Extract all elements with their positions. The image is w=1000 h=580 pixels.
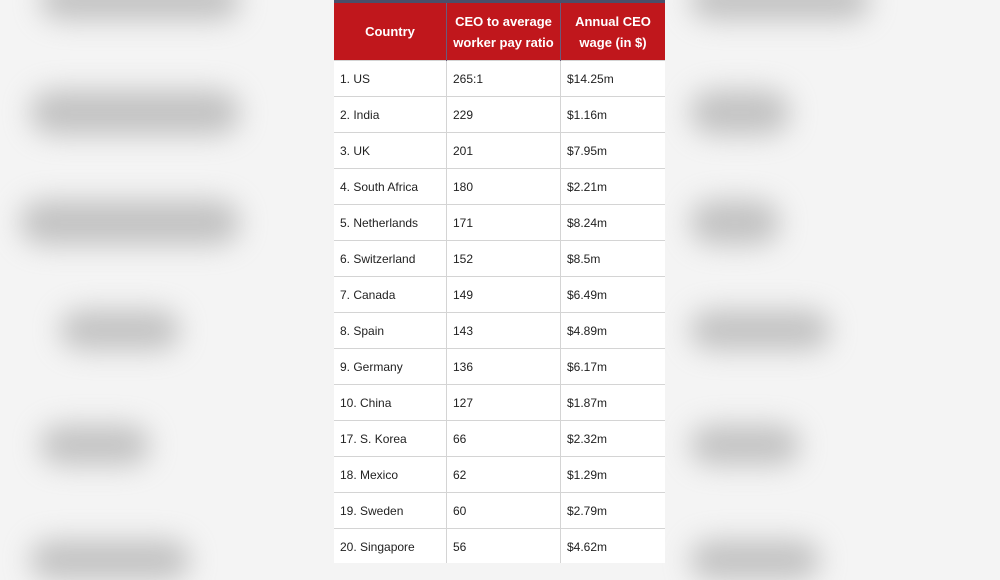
header-country: Country bbox=[334, 3, 447, 61]
blurred-shape bbox=[690, 200, 780, 245]
table-row: 8. Spain 143 $4.89m bbox=[334, 312, 665, 349]
cell-country: 20. Singapore bbox=[334, 528, 447, 563]
cell-annual-wage: $6.49m bbox=[560, 276, 665, 313]
cell-country: 8. Spain bbox=[334, 312, 447, 349]
blurred-shape bbox=[40, 0, 240, 20]
blurred-shape bbox=[30, 90, 240, 135]
cell-country: 18. Mexico bbox=[334, 456, 447, 493]
header-annual-wage: Annual CEO wage (in $) bbox=[560, 3, 665, 61]
cell-pay-ratio: 171 bbox=[446, 204, 561, 241]
cell-country: 7. Canada bbox=[334, 276, 447, 313]
cell-country: 9. Germany bbox=[334, 348, 447, 385]
table-row: 20. Singapore 56 $4.62m bbox=[334, 528, 665, 563]
cell-pay-ratio: 62 bbox=[446, 456, 561, 493]
cell-annual-wage: $6.17m bbox=[560, 348, 665, 385]
table-row: 19. Sweden 60 $2.79m bbox=[334, 492, 665, 529]
cell-country: 10. China bbox=[334, 384, 447, 421]
cell-country: 3. UK bbox=[334, 132, 447, 169]
cell-country: 1. US bbox=[334, 60, 447, 97]
blurred-shape bbox=[20, 200, 240, 245]
table-row: 4. South Africa 180 $2.21m bbox=[334, 168, 665, 205]
blurred-shape bbox=[30, 540, 190, 580]
cell-pay-ratio: 201 bbox=[446, 132, 561, 169]
cell-pay-ratio: 152 bbox=[446, 240, 561, 277]
table-row: 17. S. Korea 66 $2.32m bbox=[334, 420, 665, 457]
cell-annual-wage: $7.95m bbox=[560, 132, 665, 169]
table-row: 3. UK 201 $7.95m bbox=[334, 132, 665, 169]
cell-annual-wage: $2.79m bbox=[560, 492, 665, 529]
blurred-shape bbox=[690, 425, 800, 465]
blurred-shape bbox=[690, 310, 830, 350]
cell-annual-wage: $2.21m bbox=[560, 168, 665, 205]
cell-annual-wage: $8.24m bbox=[560, 204, 665, 241]
table-row: 1. US 265:1 $14.25m bbox=[334, 60, 665, 97]
table-row: 7. Canada 149 $6.49m bbox=[334, 276, 665, 313]
cell-annual-wage: $2.32m bbox=[560, 420, 665, 457]
ceo-pay-table-container: Country CEO to average worker pay ratio … bbox=[334, 0, 665, 563]
cell-annual-wage: $1.16m bbox=[560, 96, 665, 133]
cell-annual-wage: $1.87m bbox=[560, 384, 665, 421]
cell-pay-ratio: 180 bbox=[446, 168, 561, 205]
cell-pay-ratio: 127 bbox=[446, 384, 561, 421]
cell-country: 6. Switzerland bbox=[334, 240, 447, 277]
cell-annual-wage: $1.29m bbox=[560, 456, 665, 493]
cell-pay-ratio: 265:1 bbox=[446, 60, 561, 97]
cell-pay-ratio: 229 bbox=[446, 96, 561, 133]
blurred-shape bbox=[690, 90, 790, 135]
cell-country: 5. Netherlands bbox=[334, 204, 447, 241]
table-row: 6. Switzerland 152 $8.5m bbox=[334, 240, 665, 277]
cell-country: 4. South Africa bbox=[334, 168, 447, 205]
cell-pay-ratio: 149 bbox=[446, 276, 561, 313]
blurred-shape bbox=[690, 0, 870, 20]
cell-annual-wage: $8.5m bbox=[560, 240, 665, 277]
cell-country: 19. Sweden bbox=[334, 492, 447, 529]
table-row: 18. Mexico 62 $1.29m bbox=[334, 456, 665, 493]
cell-pay-ratio: 60 bbox=[446, 492, 561, 529]
cell-country: 2. India bbox=[334, 96, 447, 133]
table-row: 2. India 229 $1.16m bbox=[334, 96, 665, 133]
cell-pay-ratio: 56 bbox=[446, 528, 561, 563]
table-row: 5. Netherlands 171 $8.24m bbox=[334, 204, 665, 241]
cell-annual-wage: $14.25m bbox=[560, 60, 665, 97]
cell-pay-ratio: 143 bbox=[446, 312, 561, 349]
ceo-pay-table: Country CEO to average worker pay ratio … bbox=[334, 3, 665, 563]
table-header-row: Country CEO to average worker pay ratio … bbox=[334, 3, 665, 61]
cell-annual-wage: $4.89m bbox=[560, 312, 665, 349]
cell-country: 17. S. Korea bbox=[334, 420, 447, 457]
cell-pay-ratio: 66 bbox=[446, 420, 561, 457]
blurred-shape bbox=[40, 425, 150, 465]
header-pay-ratio: CEO to average worker pay ratio bbox=[446, 3, 561, 61]
table-row: 9. Germany 136 $6.17m bbox=[334, 348, 665, 385]
cell-pay-ratio: 136 bbox=[446, 348, 561, 385]
table-row: 10. China 127 $1.87m bbox=[334, 384, 665, 421]
cell-annual-wage: $4.62m bbox=[560, 528, 665, 563]
blurred-shape bbox=[690, 540, 820, 580]
blurred-shape bbox=[60, 310, 180, 350]
